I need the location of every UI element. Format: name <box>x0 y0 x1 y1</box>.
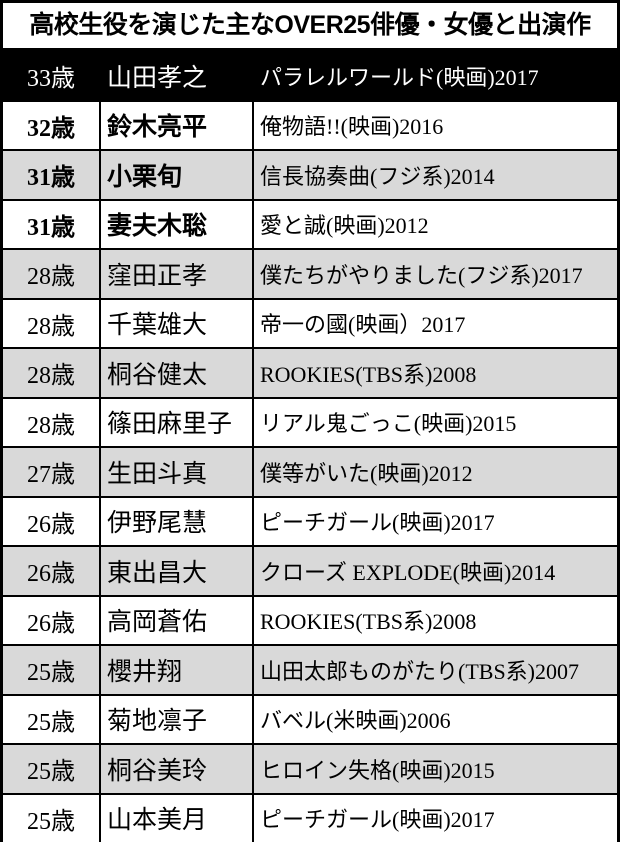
age-cell: 28歳 <box>3 248 101 300</box>
table-row: 25歳 菊地凛子 バベル(米映画)2006 <box>3 693 617 745</box>
name-cell: 桐谷美玲 <box>99 743 254 795</box>
table-row: 26歳 東出昌大 クローズ EXPLODE(映画)2014 <box>3 545 617 597</box>
work-cell: 愛と誠(映画)2012 <box>252 198 617 250</box>
name-cell: 伊野尾慧 <box>99 495 254 547</box>
work-cell: ピーチガール(映画)2017 <box>252 495 617 547</box>
name-cell: 篠田麻里子 <box>99 396 254 448</box>
name-cell: 山本美月 <box>99 792 254 842</box>
work-cell: リアル鬼ごっこ(映画)2015 <box>252 396 617 448</box>
table-row: 27歳 生田斗真 僕等がいた(映画)2012 <box>3 446 617 498</box>
name-cell: 東出昌大 <box>99 545 254 597</box>
name-cell: 菊地凛子 <box>99 693 254 745</box>
table-row: 31歳 妻夫木聡 愛と誠(映画)2012 <box>3 198 617 250</box>
age-cell: 31歳 <box>3 149 101 201</box>
age-cell: 25歳 <box>3 743 101 795</box>
name-cell: 窪田正孝 <box>99 248 254 300</box>
age-cell: 31歳 <box>3 198 101 250</box>
work-cell: クローズ EXPLODE(映画)2014 <box>252 545 617 597</box>
work-cell: 僕たちがやりました(フジ系)2017 <box>252 248 617 300</box>
table-row: 25歳 桐谷美玲 ヒロイン失格(映画)2015 <box>3 743 617 795</box>
table-row: 28歳 篠田麻里子 リアル鬼ごっこ(映画)2015 <box>3 396 617 448</box>
table-row: 32歳 鈴木亮平 俺物語!!(映画)2016 <box>3 99 617 151</box>
table-title: 高校生役を演じた主なOVER25俳優・女優と出演作 <box>3 3 617 50</box>
table-row: 26歳 高岡蒼佑 ROOKIES(TBS系)2008 <box>3 594 617 646</box>
name-cell: 櫻井翔 <box>99 644 254 696</box>
age-cell: 27歳 <box>3 446 101 498</box>
work-cell: 帝一の國(映画）2017 <box>252 297 617 349</box>
age-cell: 28歳 <box>3 297 101 349</box>
actors-table: 33歳 山田孝之 パラレルワールド(映画)2017 32歳 鈴木亮平 俺物語!!(映画)2… <box>3 50 617 842</box>
table-row: 28歳 桐谷健太 ROOKIES(TBS系)2008 <box>3 347 617 399</box>
age-cell: 28歳 <box>3 396 101 448</box>
work-cell: 山田太郎ものがたり(TBS系)2007 <box>252 644 617 696</box>
work-cell: 俺物語!!(映画)2016 <box>252 99 617 151</box>
age-cell: 25歳 <box>3 693 101 745</box>
work-cell: ROOKIES(TBS系)2008 <box>252 594 617 646</box>
table-row: 28歳 千葉雄大 帝一の國(映画）2017 <box>3 297 617 349</box>
work-cell: バベル(米映画)2006 <box>252 693 617 745</box>
age-cell: 32歳 <box>3 99 101 151</box>
table-row: 26歳 伊野尾慧 ピーチガール(映画)2017 <box>3 495 617 547</box>
name-cell: 千葉雄大 <box>99 297 254 349</box>
name-cell: 高岡蒼佑 <box>99 594 254 646</box>
age-cell: 25歳 <box>3 792 101 842</box>
age-cell: 33歳 <box>3 50 101 102</box>
name-cell: 小栗旬 <box>99 149 254 201</box>
work-cell: ピーチガール(映画)2017 <box>252 792 617 842</box>
work-cell: パラレルワールド(映画)2017 <box>252 50 617 102</box>
name-cell: 妻夫木聡 <box>99 198 254 250</box>
work-cell: ヒロイン失格(映画)2015 <box>252 743 617 795</box>
age-cell: 25歳 <box>3 644 101 696</box>
age-cell: 28歳 <box>3 347 101 399</box>
name-cell: 鈴木亮平 <box>99 99 254 151</box>
name-cell: 桐谷健太 <box>99 347 254 399</box>
work-cell: ROOKIES(TBS系)2008 <box>252 347 617 399</box>
table-row: 28歳 窪田正孝 僕たちがやりました(フジ系)2017 <box>3 248 617 300</box>
age-cell: 26歳 <box>3 545 101 597</box>
table-row: 25歳 山本美月 ピーチガール(映画)2017 <box>3 792 617 842</box>
table-row-highlight: 33歳 山田孝之 パラレルワールド(映画)2017 <box>3 50 617 102</box>
age-cell: 26歳 <box>3 495 101 547</box>
table-row: 25歳 櫻井翔 山田太郎ものがたり(TBS系)2007 <box>3 644 617 696</box>
name-cell: 山田孝之 <box>99 50 254 102</box>
work-cell: 僕等がいた(映画)2012 <box>252 446 617 498</box>
age-cell: 26歳 <box>3 594 101 646</box>
name-cell: 生田斗真 <box>99 446 254 498</box>
work-cell: 信長協奏曲(フジ系)2014 <box>252 149 617 201</box>
table-row: 31歳 小栗旬 信長協奏曲(フジ系)2014 <box>3 149 617 201</box>
